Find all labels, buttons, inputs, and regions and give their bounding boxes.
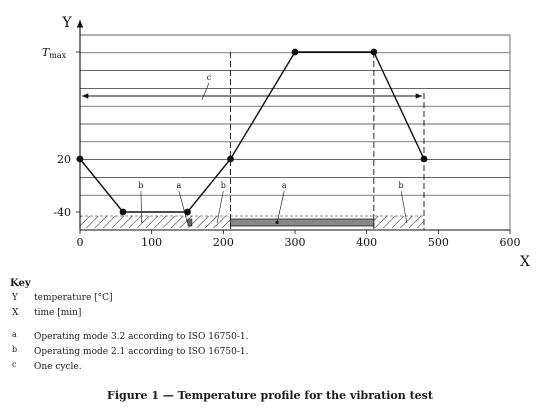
x-tick-label: 100 [141, 236, 162, 249]
data-point [291, 48, 299, 56]
key-note-a: a Operating mode 3.2 according to ISO 16… [10, 330, 248, 345]
band-label: a [177, 181, 182, 190]
key-note-symbol: c [12, 360, 17, 369]
band-label: b [138, 181, 143, 190]
key-note-text: Operating mode 3.2 according to ISO 1675… [34, 332, 249, 342]
hatched-band [373, 216, 424, 228]
x-tick-label: 600 [500, 236, 521, 249]
key-note-text: One cycle. [34, 362, 82, 372]
key-symbol: X [12, 308, 19, 318]
key-note-b: b Operating mode 2.1 according to ISO 16… [10, 345, 248, 360]
key-text: time [min] [34, 308, 82, 318]
data-point [76, 155, 84, 163]
y-tick-label: -40 [53, 206, 71, 219]
key-note-symbol: a [12, 330, 17, 339]
y-tick-label: 20 [57, 153, 71, 166]
band-leader [216, 190, 224, 224]
y-axis-label: Y [61, 15, 72, 31]
grid-lines [80, 34, 511, 230]
band-leader [276, 190, 285, 224]
y-tick-label: Tmax [42, 46, 67, 60]
key-note-text: Operating mode 2.1 according to ISO 1675… [34, 347, 249, 357]
key-text: temperature [°C] [34, 293, 113, 303]
temperature-line [79, 51, 425, 213]
key-symbol: Y [12, 293, 18, 303]
band-leader [400, 190, 408, 224]
data-point [119, 208, 127, 216]
key-note-c: c One cycle. [10, 360, 82, 375]
x-axis-label: X [520, 254, 530, 270]
x-tick-label: 500 [428, 236, 449, 249]
x-tick-label: 200 [213, 236, 234, 249]
band-leader [140, 190, 143, 224]
key-row-y: Y temperature [°C] [10, 291, 113, 306]
figure-caption: Figure 1 — Temperature profile for the v… [107, 389, 433, 402]
hatched-band [187, 216, 231, 228]
band-label: a [282, 181, 287, 190]
cycle-label: c [207, 73, 212, 82]
temperature-series [76, 48, 428, 216]
axes [76, 20, 511, 234]
x-tick-label: 300 [285, 236, 306, 249]
operating-mode-bands: b a b a b c [80, 52, 425, 230]
key-legend: Key Y temperature [°C] X time [min] a Op… [10, 276, 248, 375]
x-tick-label: 0 [77, 236, 84, 249]
solid-band [230, 218, 375, 227]
data-point [227, 155, 234, 163]
key-note-symbol: b [12, 345, 18, 354]
key-row-x: X time [min] [10, 306, 81, 321]
data-point [370, 48, 378, 56]
temperature-profile-chart: b a b a b c 0 100 200 300 400 500 600 X Y Tmax 20 -40 [42, 15, 530, 270]
data-point [420, 155, 428, 163]
band-leader [178, 190, 188, 224]
band-label: b [221, 181, 226, 190]
band-label: b [399, 181, 404, 190]
hatched-band [80, 216, 188, 228]
x-tick-label: 400 [356, 236, 377, 249]
cycle-leader [201, 82, 210, 101]
axis-labels: 0 100 200 300 400 500 600 X Y Tmax 20 -40 [42, 15, 530, 270]
key-title: Key [10, 278, 31, 289]
data-point [184, 208, 191, 216]
